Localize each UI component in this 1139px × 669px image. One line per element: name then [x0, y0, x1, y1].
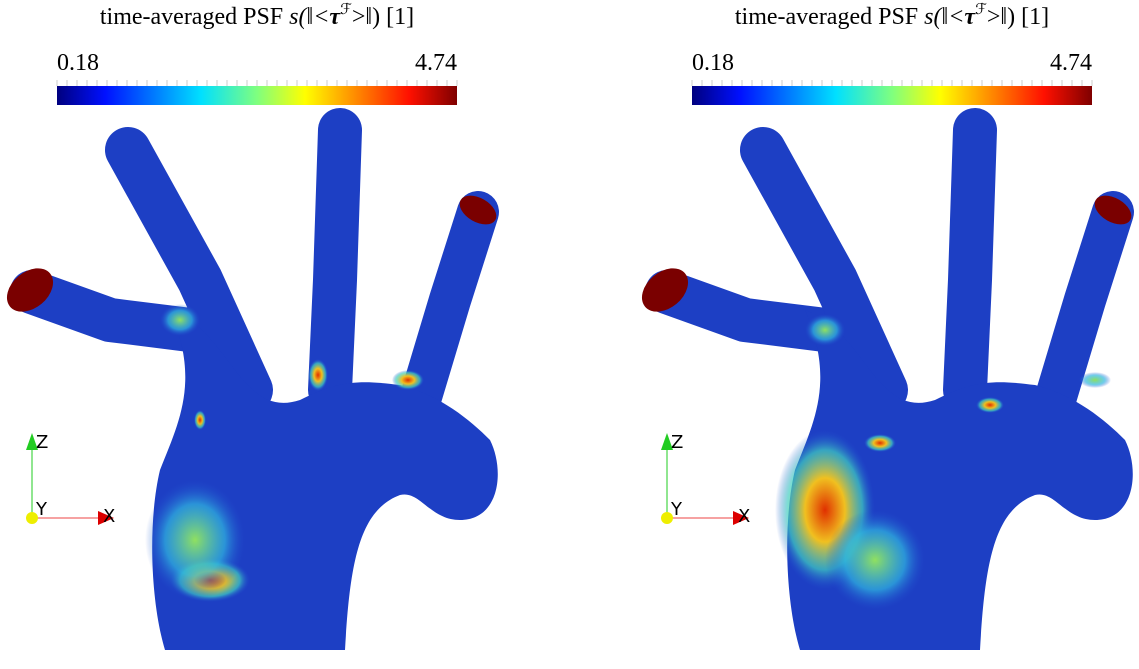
- title-part: s(‖<: [289, 4, 329, 30]
- panel: time-averaged PSF s(‖<τℱ>‖) [1]0.18 4.74 Z…: [634, 2, 1137, 650]
- title-part: >‖) [1]: [987, 4, 1049, 30]
- hotspot: [825, 510, 925, 610]
- title-part: >‖) [1]: [352, 4, 414, 30]
- colorbar-title: time-averaged PSF s(‖<τℱ>‖) [1]: [735, 2, 1049, 30]
- page: {"panels":[ {"title":{"text":"time-avera…: [0, 0, 1139, 669]
- y-label: Y: [670, 499, 683, 520]
- figure: time-averaged PSF s(‖<τℱ>‖) [1]0.184.74Z…: [0, 0, 1139, 669]
- title-part: ℱ: [975, 2, 987, 18]
- hotspot: [145, 480, 245, 600]
- hotspot: [308, 359, 328, 391]
- colorbar-max: 4.74: [1050, 50, 1092, 76]
- colorbar-max: 4.74: [415, 50, 457, 76]
- title-part: ℱ: [340, 2, 352, 18]
- colorbar-min: 0.18: [57, 50, 99, 76]
- z-label: Z: [671, 432, 683, 453]
- hotspot: [805, 314, 845, 346]
- hotspot: [194, 410, 206, 430]
- title-part: time-averaged PSF: [100, 4, 289, 30]
- hotspot: [976, 397, 1004, 413]
- title-part: time-averaged PSF: [735, 4, 924, 30]
- panel: time-averaged PSF s(‖<τℱ>‖) [1]0.18 4.74 Z…: [0, 2, 501, 650]
- z-label: Z: [36, 432, 48, 453]
- hotspot: [1079, 372, 1111, 388]
- x-label: X: [103, 506, 115, 527]
- colorbar-min: 0.18: [692, 50, 734, 76]
- colorbar: [57, 86, 457, 105]
- hotspot: [392, 370, 424, 390]
- hotspot: [160, 304, 200, 336]
- y-label: Y: [35, 499, 48, 520]
- colorbar: [692, 86, 1092, 105]
- vessel: [0, 130, 501, 650]
- x-label: X: [738, 506, 750, 527]
- colorbar-title: time-averaged PSF s(‖<τℱ>‖) [1]: [100, 2, 414, 30]
- hotspot: [864, 434, 896, 452]
- title-part: s(‖<: [924, 4, 964, 30]
